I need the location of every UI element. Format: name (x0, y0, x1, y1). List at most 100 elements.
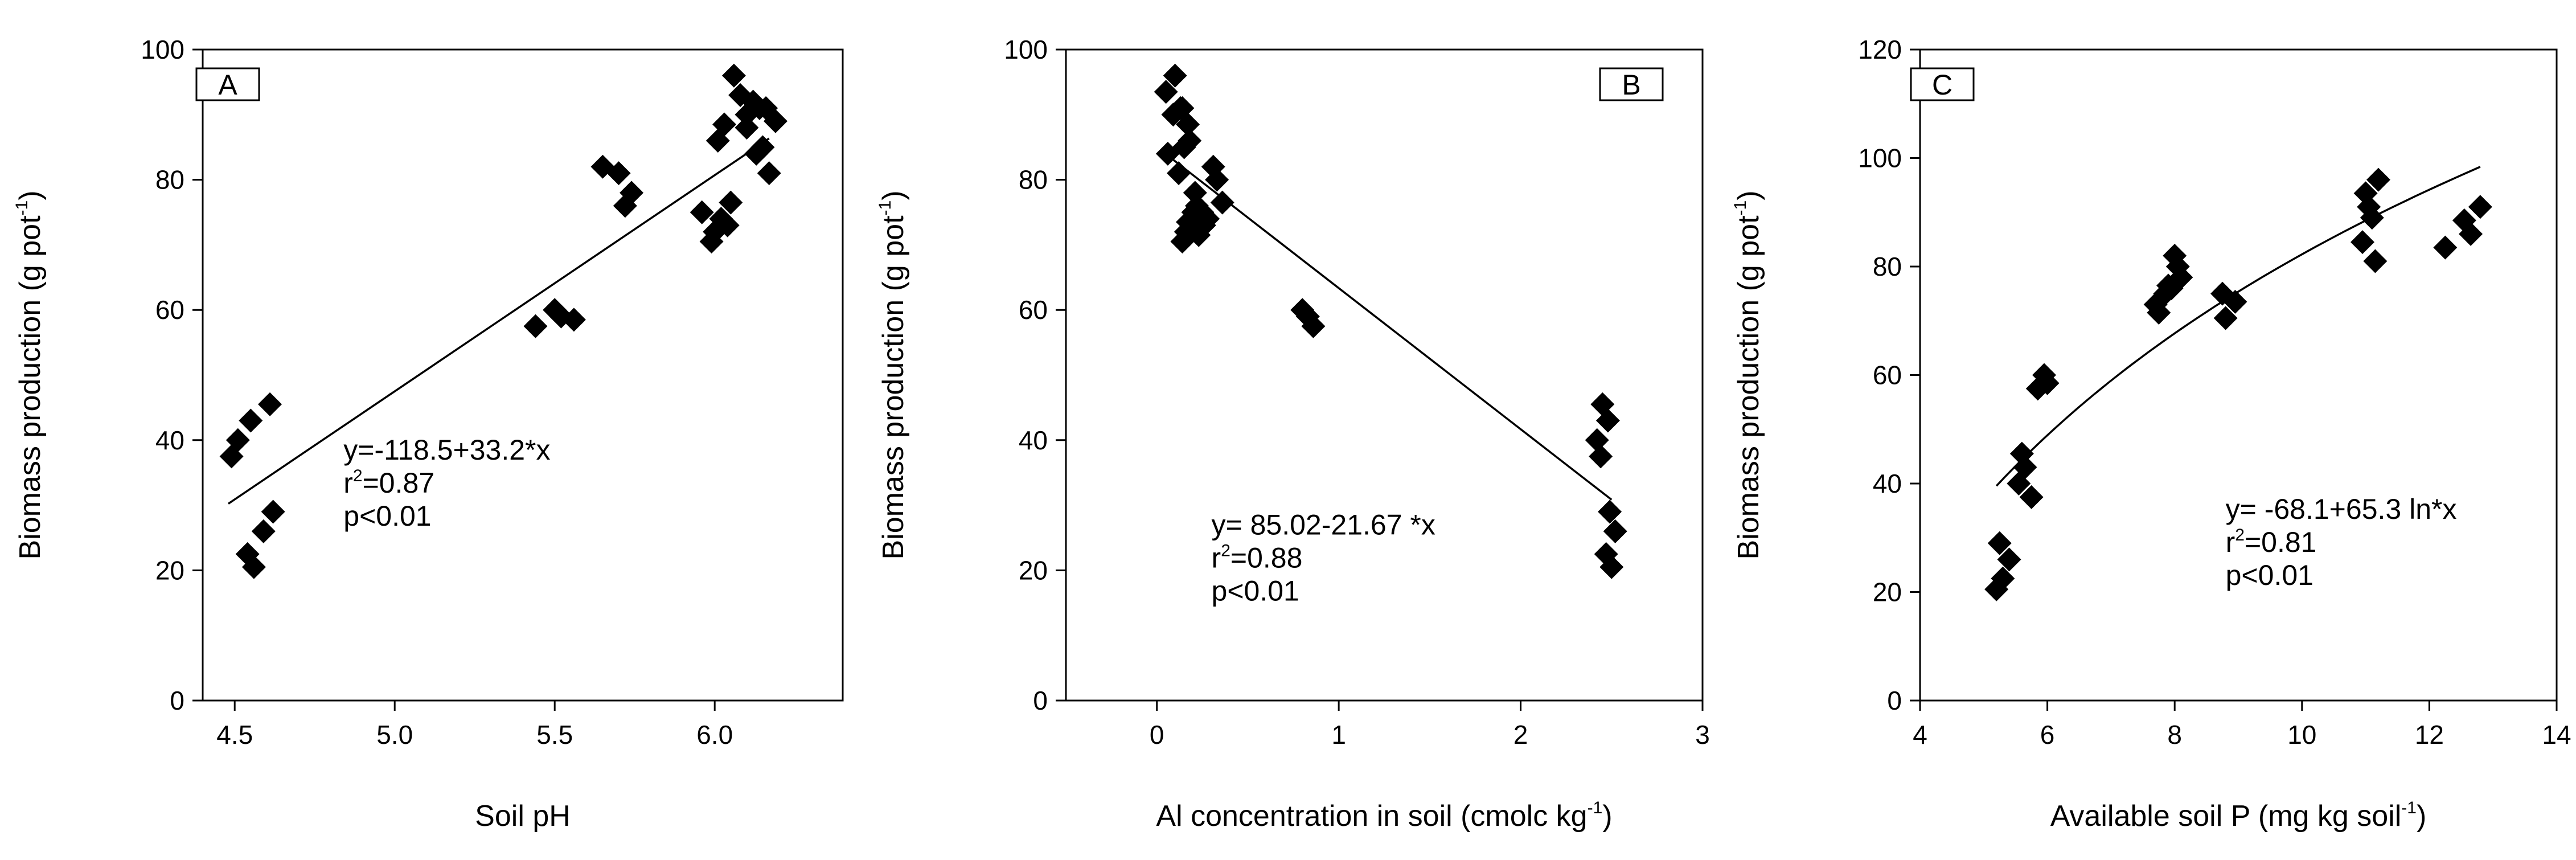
y-tick-label: 40 (155, 425, 184, 455)
p-value-label: p<0.01 (2226, 559, 2314, 591)
data-point (721, 63, 746, 88)
y-tick-label: 20 (1019, 555, 1048, 585)
x-tick-label: 12 (2415, 720, 2444, 750)
x-axis-label-sup: -1 (1588, 798, 1603, 817)
r-squared-symbol: r (2226, 526, 2235, 558)
data-point (2169, 265, 2193, 290)
x-tick-label: 3 (1695, 720, 1710, 750)
x-axis-label-sup: -1 (2401, 798, 2417, 817)
y-tick-label: 100 (1004, 35, 1048, 64)
y-axis-label: Biomass production (g pot-1) (1731, 190, 1765, 559)
data-point (2035, 371, 2060, 395)
panel-tag-label: C (1932, 69, 1952, 101)
panel-tag-box (1599, 67, 1664, 101)
data-point (2366, 167, 2390, 192)
data-point (1603, 519, 1627, 543)
data-point (747, 96, 772, 120)
data-point (1991, 566, 2015, 591)
y-tick-label: 40 (1873, 469, 1902, 498)
data-point (2459, 222, 2483, 246)
panel-tag-label: A (218, 69, 237, 101)
r-squared-value: =0.88 (1230, 542, 1303, 574)
x-tick-label: 14 (2542, 720, 2571, 750)
y-axis-label-text: Biomass production (g pot (877, 215, 910, 560)
y-tick-label: 0 (1887, 686, 1902, 715)
data-point (251, 519, 276, 543)
y-tick-label: 100 (1858, 144, 1902, 173)
r-squared-label: r2=0.87 (343, 466, 434, 499)
data-point (1585, 428, 1609, 452)
x-axis-label-text: Al concentration in soil (cmolc kg (1156, 800, 1587, 833)
data-point (1154, 80, 1178, 104)
data-point (735, 116, 759, 140)
x-axis-label-close: ) (1602, 800, 1612, 833)
equation-label: y= 85.02-21.67 *x (1212, 509, 1435, 541)
x-axis-label-text: Available soil P (mg kg soil (2050, 800, 2402, 833)
data-point (750, 135, 775, 159)
data-point (620, 181, 644, 205)
data-point (606, 161, 631, 186)
x-axis-label: Soil pH (475, 800, 571, 833)
data-point (1210, 190, 1234, 215)
plot-frame (1065, 48, 1704, 702)
r-squared-exponent: 2 (1221, 542, 1230, 560)
x-axis-label-close: ) (2417, 800, 2426, 833)
data-point (2433, 235, 2458, 260)
y-tick-label: 80 (1873, 252, 1902, 281)
data-point (712, 112, 737, 137)
r-squared-label: r2=0.88 (1212, 542, 1303, 574)
data-point (1997, 547, 2021, 572)
regression-line (1165, 153, 1613, 501)
data-point (1599, 555, 1624, 579)
panel-c: 4 6 8 10 12 14 0 20 40 60 80 100 120 Biomass producti… (1731, 35, 2571, 833)
r-squared-exponent: 2 (353, 466, 363, 485)
y-tick-label: 0 (1033, 686, 1048, 715)
data-point (2468, 195, 2492, 219)
data-point (1987, 531, 2012, 555)
data-point (1163, 63, 1187, 88)
x-tick-label: 1 (1331, 720, 1346, 750)
data-point (1598, 499, 1622, 524)
y-axis-label-close: ) (877, 190, 910, 200)
data-point (241, 555, 266, 579)
y-tick-label: 80 (155, 165, 184, 195)
y-tick-label: 80 (1019, 165, 1048, 195)
y-axis-label-sup: -1 (1731, 200, 1750, 216)
data-point (2360, 206, 2384, 230)
data-point (1595, 408, 1620, 433)
data-point (2223, 289, 2247, 314)
panel-b: 0 1 2 3 0 20 40 60 80 100 Biomass production (g po… (876, 35, 1710, 833)
plot-frame (202, 48, 844, 702)
regression-line (1995, 166, 2481, 487)
data-point (523, 314, 548, 338)
x-axis-label: Al concentration in soil (cmolc kg-1) (1156, 798, 1612, 833)
data-point (258, 392, 282, 416)
panel-tag-box (1910, 67, 1975, 101)
data-point (2147, 300, 2171, 325)
y-tick-label: 20 (155, 555, 184, 585)
data-point (1172, 135, 1196, 159)
x-axis-label: Available soil P (mg kg soil-1) (2050, 798, 2427, 833)
data-point (2013, 455, 2037, 480)
y-axis-label-close: ) (1732, 190, 1765, 200)
y-tick-label: 60 (155, 295, 184, 325)
y-axis-label-close: ) (14, 190, 47, 200)
x-tick-label: 4.5 (216, 720, 253, 750)
data-point (2351, 230, 2375, 255)
data-point (261, 499, 285, 524)
y-axis-label: Biomass production (g pot-1) (13, 190, 47, 559)
data-point (2363, 249, 2388, 273)
data-point (1176, 210, 1200, 234)
data-point (763, 109, 787, 133)
y-axis-label-text: Biomass production (g pot (1732, 215, 1765, 560)
data-point (561, 308, 586, 332)
data-point (225, 428, 250, 452)
data-point (1183, 181, 1207, 205)
y-tick-label: 120 (1858, 35, 1902, 64)
panel-tag-box (195, 67, 260, 101)
data-point (1589, 444, 1613, 469)
y-tick-label: 20 (1873, 578, 1902, 607)
y-tick-label: 0 (170, 686, 184, 715)
data-point (239, 408, 263, 433)
